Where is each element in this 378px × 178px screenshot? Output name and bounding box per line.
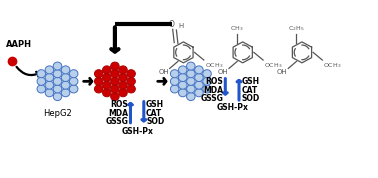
Circle shape xyxy=(119,81,127,89)
Circle shape xyxy=(70,70,78,78)
Text: CH$_3$: CH$_3$ xyxy=(231,24,244,33)
Circle shape xyxy=(119,74,127,82)
Text: GSSG: GSSG xyxy=(105,117,128,126)
Circle shape xyxy=(45,74,54,82)
Circle shape xyxy=(61,89,70,97)
Text: O: O xyxy=(168,20,174,29)
Circle shape xyxy=(102,66,111,74)
Text: CAT: CAT xyxy=(241,85,257,95)
Circle shape xyxy=(111,77,119,85)
Circle shape xyxy=(195,81,203,89)
Circle shape xyxy=(94,70,103,78)
Text: OCH$_3$: OCH$_3$ xyxy=(204,61,223,70)
Circle shape xyxy=(111,85,119,93)
Circle shape xyxy=(187,85,195,93)
Text: GSH: GSH xyxy=(241,77,259,86)
Circle shape xyxy=(53,62,62,70)
Circle shape xyxy=(70,85,78,93)
Circle shape xyxy=(178,89,187,97)
Text: OH: OH xyxy=(218,69,228,75)
Circle shape xyxy=(127,70,135,78)
Circle shape xyxy=(187,70,195,78)
Text: OH: OH xyxy=(277,69,288,75)
Circle shape xyxy=(178,66,187,74)
Text: GSSG: GSSG xyxy=(200,94,223,103)
Text: OCH$_3$: OCH$_3$ xyxy=(323,61,341,70)
Circle shape xyxy=(195,74,203,82)
Circle shape xyxy=(94,77,103,85)
Circle shape xyxy=(102,74,111,82)
Circle shape xyxy=(37,70,46,78)
Circle shape xyxy=(102,89,111,97)
Circle shape xyxy=(187,77,195,85)
Text: C$_2$H$_5$: C$_2$H$_5$ xyxy=(288,24,305,33)
Circle shape xyxy=(102,81,111,89)
Text: ROS: ROS xyxy=(205,77,223,86)
Circle shape xyxy=(178,74,187,82)
Text: OH: OH xyxy=(158,69,169,75)
Text: ROS: ROS xyxy=(110,100,128,109)
Text: OCH$_3$: OCH$_3$ xyxy=(264,61,282,70)
Circle shape xyxy=(111,70,119,78)
Text: MDA: MDA xyxy=(108,109,128,117)
Circle shape xyxy=(53,70,62,78)
Circle shape xyxy=(195,66,203,74)
Circle shape xyxy=(111,62,119,70)
Text: SOD: SOD xyxy=(241,94,259,103)
Circle shape xyxy=(53,85,62,93)
Circle shape xyxy=(70,77,78,85)
Circle shape xyxy=(170,77,179,85)
Circle shape xyxy=(94,85,103,93)
Text: GSH-Px: GSH-Px xyxy=(216,103,248,112)
Text: GSH-Px: GSH-Px xyxy=(121,127,153,136)
Circle shape xyxy=(187,62,195,70)
Text: H: H xyxy=(178,23,183,29)
Circle shape xyxy=(203,85,211,93)
Text: HepG2: HepG2 xyxy=(43,109,72,118)
Text: MDA: MDA xyxy=(203,85,223,95)
Circle shape xyxy=(61,74,70,82)
Circle shape xyxy=(127,85,135,93)
Circle shape xyxy=(45,66,54,74)
Circle shape xyxy=(119,66,127,74)
Circle shape xyxy=(119,89,127,97)
Circle shape xyxy=(61,66,70,74)
Circle shape xyxy=(195,89,203,97)
Circle shape xyxy=(187,93,195,101)
Circle shape xyxy=(45,81,54,89)
Circle shape xyxy=(178,81,187,89)
Circle shape xyxy=(170,85,179,93)
Circle shape xyxy=(203,77,211,85)
Circle shape xyxy=(37,77,46,85)
Text: GSH: GSH xyxy=(146,100,164,109)
Text: SOD: SOD xyxy=(146,117,164,126)
Circle shape xyxy=(203,70,211,78)
Circle shape xyxy=(53,77,62,85)
Circle shape xyxy=(111,93,119,101)
Text: AAPH: AAPH xyxy=(6,40,32,49)
Circle shape xyxy=(61,81,70,89)
Circle shape xyxy=(45,89,54,97)
Circle shape xyxy=(127,77,135,85)
Circle shape xyxy=(170,70,179,78)
Circle shape xyxy=(37,85,46,93)
Text: CAT: CAT xyxy=(146,109,162,117)
Circle shape xyxy=(53,93,62,101)
